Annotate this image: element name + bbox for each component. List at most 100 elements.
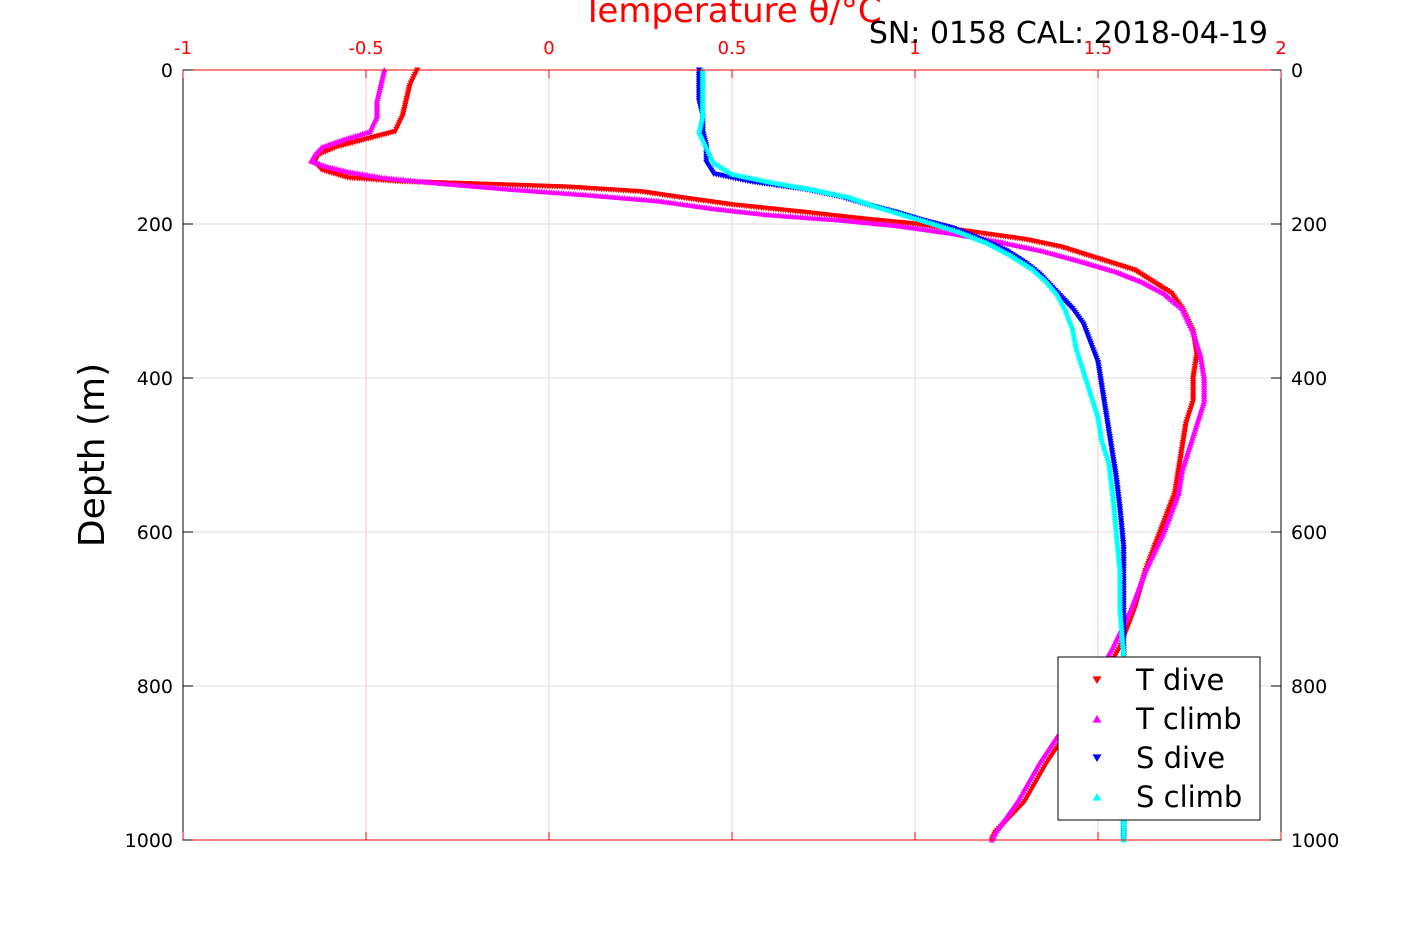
data-point <box>1112 521 1119 528</box>
data-point <box>1071 339 1079 345</box>
y-tick-label-right: 0 <box>1291 60 1303 82</box>
data-point <box>1113 536 1121 542</box>
data-point <box>1114 548 1122 554</box>
y-tick-label-left: 1000 <box>125 830 173 852</box>
y-axis-label: Depth (m) <box>72 363 113 547</box>
data-point <box>1199 363 1206 370</box>
data-point <box>1109 490 1116 497</box>
data-point <box>1069 327 1077 333</box>
data-point <box>1119 637 1126 644</box>
data-point <box>1097 429 1104 436</box>
data-point <box>1118 632 1126 639</box>
legend: T dive T climb S dive S climb <box>1057 656 1261 821</box>
y-tick-label-right: 200 <box>1291 214 1327 236</box>
y-tick-label-left: 800 <box>137 676 173 698</box>
data-point <box>1106 464 1113 470</box>
data-point <box>1098 434 1105 440</box>
data-point <box>1107 471 1114 478</box>
data-point <box>1107 474 1114 480</box>
data-point <box>1114 538 1121 545</box>
data-point <box>1113 533 1120 540</box>
data-point <box>1108 478 1115 485</box>
data-point <box>1120 649 1127 656</box>
data-point <box>1113 529 1120 535</box>
data-point <box>1111 509 1118 516</box>
y-tick-label-right: 600 <box>1291 522 1327 544</box>
data-point <box>1107 476 1115 482</box>
data-point <box>1070 329 1077 336</box>
legend-label: S climb <box>1136 780 1242 814</box>
data-point <box>1117 620 1125 627</box>
data-point <box>1178 469 1186 476</box>
data-point <box>1108 481 1115 487</box>
data-point <box>1177 479 1184 485</box>
data-point <box>1071 334 1078 341</box>
data-point <box>1116 606 1124 612</box>
data-point <box>1115 557 1123 564</box>
data-point <box>1120 647 1127 653</box>
legend-label: S dive <box>1136 741 1225 775</box>
data-point <box>1071 337 1078 343</box>
data-point <box>1111 512 1118 518</box>
y-tick-label-right: 1000 <box>1291 830 1339 852</box>
data-point <box>1094 413 1102 420</box>
y-tick-label-left: 0 <box>161 60 173 82</box>
data-point <box>1113 531 1120 537</box>
data-point <box>1111 507 1118 513</box>
data-point <box>1119 642 1127 649</box>
data-point <box>1106 469 1114 475</box>
data-point <box>1069 325 1076 331</box>
data-point <box>1178 467 1186 473</box>
x-tick-label: 0.5 <box>718 38 747 59</box>
data-point <box>1096 425 1104 431</box>
data-point <box>1200 372 1207 379</box>
data-point <box>1116 560 1123 566</box>
data-point <box>1115 550 1122 557</box>
data-point <box>1112 526 1120 533</box>
x-tick-label: 1 <box>909 38 920 59</box>
y-tick-label-left: 600 <box>137 522 173 544</box>
data-point <box>1110 505 1118 511</box>
data-point <box>1117 613 1124 619</box>
data-point <box>1106 466 1114 473</box>
data-point <box>1177 476 1184 483</box>
data-point <box>1178 472 1185 478</box>
data-point <box>1117 618 1125 624</box>
data-point <box>1119 635 1126 641</box>
data-point <box>1118 625 1125 632</box>
legend-box <box>1057 656 1261 821</box>
chart-annotation: SN: 0158 CAL: 2018-04-19 <box>869 16 1268 51</box>
data-point <box>1109 495 1117 501</box>
data-point <box>1118 628 1125 634</box>
data-point <box>1106 462 1113 468</box>
x-tick-label: -1 <box>174 38 192 59</box>
data-point <box>1118 623 1125 629</box>
data-point <box>1096 422 1103 429</box>
data-point <box>1114 543 1121 549</box>
data-point <box>1105 459 1113 466</box>
data-point <box>1177 474 1185 480</box>
data-point <box>1176 483 1183 490</box>
data-point <box>1110 502 1117 509</box>
legend-marker <box>1092 714 1102 723</box>
data-point <box>1176 481 1184 487</box>
data-point <box>1096 427 1104 433</box>
chart-title: Temperature θ/°C <box>581 0 881 31</box>
data-point <box>1118 630 1126 636</box>
y-tick-label-right: 800 <box>1291 676 1327 698</box>
data-point <box>1116 562 1123 569</box>
data-point <box>1112 519 1119 525</box>
data-point <box>1198 361 1206 367</box>
series-t-climb <box>307 67 1208 843</box>
data-point <box>1108 483 1115 489</box>
data-point <box>1095 415 1102 422</box>
x-tick-label: 0 <box>543 38 554 59</box>
data-point <box>1095 418 1102 424</box>
x-tick-label: 1.5 <box>1084 38 1113 59</box>
data-point <box>1198 356 1205 363</box>
data-point <box>1117 615 1124 622</box>
data-point <box>1197 352 1204 358</box>
data-point <box>1109 493 1117 499</box>
data-point <box>1111 517 1119 523</box>
